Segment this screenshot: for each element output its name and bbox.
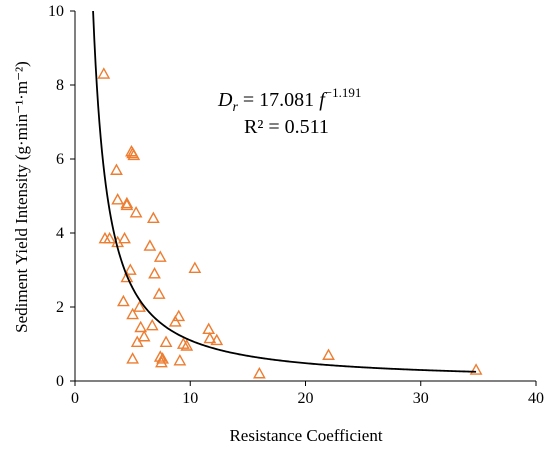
fit-equation-exp: −1.191 [325,85,362,100]
data-point [146,211,160,224]
data-point [143,239,157,251]
data-point [97,67,111,79]
data-point [172,309,186,322]
data-point [188,261,202,274]
data-point [159,335,173,348]
data-point [120,198,134,211]
data-point [133,300,146,312]
x-tick-label: 40 [528,390,544,407]
data-point [469,363,483,375]
data-point [202,322,216,335]
x-axis-title: Resistance Coefficient [229,426,382,445]
y-tick-label: 0 [56,373,64,390]
y-tick-label: 2 [56,299,64,316]
data-point [117,294,130,307]
y-tick-label: 4 [56,225,64,242]
x-tick-label: 30 [413,390,429,407]
fit-equation-var: f [319,89,327,111]
y-axis-title: Sediment Yield Intensity (g·min⁻¹·m⁻²) [12,61,31,333]
data-point [168,315,182,327]
data-point [129,206,143,218]
data-point [253,366,266,379]
data-point [145,318,159,331]
data-point [148,267,161,279]
data-point [173,354,187,366]
fit-equation-lhs: D [217,89,233,111]
data-point [111,193,125,205]
data-point [156,352,169,364]
fit-equation: Dr = 17.081 f−1.191 [217,85,361,115]
data-point [123,263,137,275]
y-tick-label: 8 [56,77,64,94]
fit-equation-lhs-sub: r [232,100,238,115]
data-point [153,250,167,262]
data-point [126,307,140,320]
data-point [130,335,144,348]
data-point [203,331,217,344]
data-point [134,320,148,333]
y-tick-label: 6 [56,151,64,168]
data-point [118,231,131,244]
fit-equation-mid: = 17.081 [238,89,319,111]
chart-axes: 0 10 20 30 40 0 2 4 6 8 10 [48,3,544,407]
data-point [127,148,141,161]
x-tick-label: 0 [71,390,79,407]
chart-marks [97,67,483,379]
r-squared-label: R² = 0.511 [244,116,329,138]
x-tick-label: 20 [298,390,314,407]
data-point [126,352,140,364]
data-point [110,163,123,175]
data-point [153,350,167,362]
data-point [210,333,224,346]
data-point [103,231,116,244]
data-point [322,348,335,360]
data-point [120,196,134,209]
x-tick-label: 10 [182,390,198,407]
data-point [155,355,168,368]
data-point [152,287,166,299]
data-point [120,270,134,283]
data-point [180,339,194,351]
y-tick-label: 10 [48,3,64,20]
data-point [137,329,151,342]
fit-curve [92,10,477,373]
